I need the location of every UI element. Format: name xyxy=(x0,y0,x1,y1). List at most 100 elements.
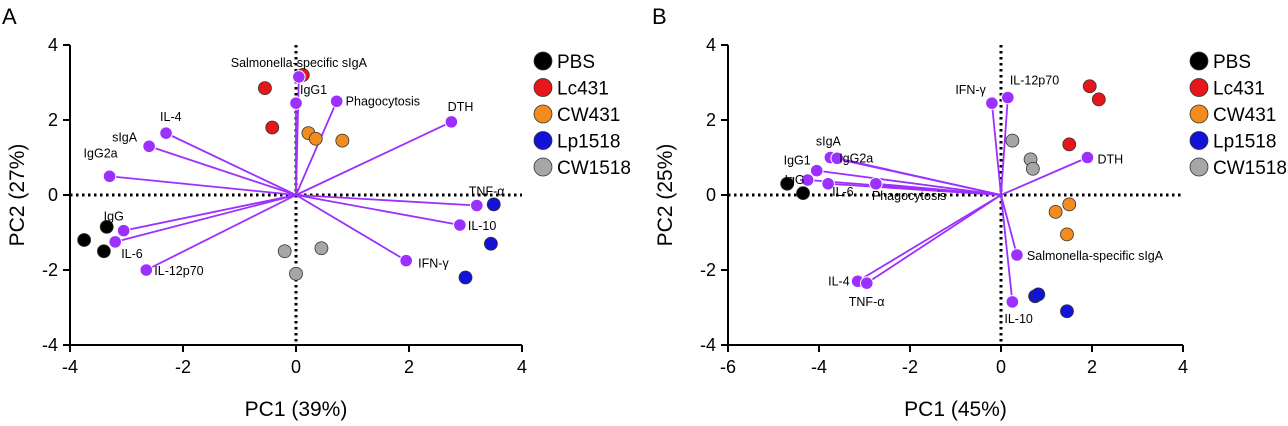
loading-line-dth xyxy=(1000,156,1088,196)
loading-point-il-10 xyxy=(453,218,467,232)
loading-line-salmonella-specific-siga xyxy=(1000,194,1018,256)
loading-label-igg: IgG xyxy=(104,210,124,224)
y-axis-title: PC2 (27%) xyxy=(6,144,29,247)
legend-label-lp1518: Lp1518 xyxy=(1213,132,1276,153)
loading-line-il-12p70 xyxy=(1000,97,1009,196)
y-tick-label: -4 xyxy=(700,335,716,355)
loading-label-ifn: IFN-γ xyxy=(955,83,986,97)
loading-line-igg1 xyxy=(816,169,1002,196)
loading-label-igg2a: IgG2a xyxy=(839,151,873,165)
y-tick-label: -2 xyxy=(42,260,58,280)
legend-label-lc431: Lc431 xyxy=(557,79,609,100)
loading-point-salmonella-specific-siga xyxy=(1010,248,1024,262)
panel-label-b: B xyxy=(652,4,667,29)
loading-line-igg2a xyxy=(109,175,297,196)
loading-label-il-12p70: IL-12p70 xyxy=(1010,74,1059,88)
x-tick-label: 4 xyxy=(1178,357,1188,377)
loading-point-tnf xyxy=(470,198,484,213)
loading-point-igg xyxy=(116,223,131,238)
loading-point-igg xyxy=(800,173,815,187)
x-tick-label: 2 xyxy=(1087,357,1097,377)
legend-marker-lc431 xyxy=(533,78,553,97)
loading-point-phagocytosis xyxy=(869,176,883,191)
point-cw1518 xyxy=(289,266,303,281)
legend-label-pbs: PBS xyxy=(557,52,595,73)
point-cw431 xyxy=(1062,197,1077,212)
point-lc431 xyxy=(1091,92,1106,107)
loading-line-phagocytosis xyxy=(295,100,338,196)
chart-panel-a: -4 -2 0 2 4 -4 -2 0 2 4 PC1 (39%) PC2 (27%) Salmonel… xyxy=(6,35,631,421)
point-pbs xyxy=(97,244,111,259)
loading-label-salmonella-specific-siga: Salmonella-specific sIgA xyxy=(231,56,368,70)
loading-line-il-4 xyxy=(857,194,1002,283)
loading-line-il-12p70 xyxy=(145,194,297,271)
point-pbs xyxy=(77,233,92,247)
x-tick-label: 4 xyxy=(517,357,527,377)
loading-label-tnf: TNF-α xyxy=(469,185,505,199)
point-cw431 xyxy=(1048,204,1063,219)
loading-line-tnf xyxy=(295,194,477,207)
loading-point-il-6 xyxy=(821,176,835,191)
legend-label-lc431: Lc431 xyxy=(1213,79,1265,100)
loading-label-igg2a: IgG2a xyxy=(84,146,118,160)
x-axis-title: PC1 (39%) xyxy=(245,398,348,421)
legend-label-pbs: PBS xyxy=(1213,52,1251,73)
loading-point-il-12p70 xyxy=(139,263,154,277)
loading-point-igg1 xyxy=(809,163,824,178)
point-cw1518 xyxy=(314,241,329,256)
loading-label-siga: sIgA xyxy=(112,130,138,144)
loading-label-il-6: IL-6 xyxy=(121,247,143,261)
x-axis-title: PC1 (45%) xyxy=(904,398,1007,421)
legend-label-cw1518: CW1518 xyxy=(1213,158,1287,179)
x-tick-label: -2 xyxy=(902,357,918,377)
point-lp1518 xyxy=(458,270,473,285)
legend-marker-lp1518 xyxy=(533,131,553,150)
point-lc431 xyxy=(1062,137,1077,152)
loading-point-dth xyxy=(444,115,459,129)
point-lc431 xyxy=(265,120,280,135)
x-tick-label: -6 xyxy=(720,357,736,377)
loading-label-il-6: IL-6 xyxy=(832,185,854,199)
y-tick-label: 0 xyxy=(48,185,58,205)
y-tick-label: 2 xyxy=(48,110,58,130)
point-cw431 xyxy=(308,131,323,146)
point-lc431 xyxy=(1082,79,1097,94)
x-tick-label: 0 xyxy=(996,357,1006,377)
loading-point-phagocytosis xyxy=(329,94,344,109)
loading-label-igg1: IgG1 xyxy=(300,83,327,97)
loading-line-phagocytosis xyxy=(875,182,1002,196)
legend-marker-pbs xyxy=(1189,51,1209,71)
point-cw1518 xyxy=(277,244,292,259)
x-tick-label: 0 xyxy=(291,357,301,377)
loading-point-salmonella-specific-siga xyxy=(292,70,306,84)
loading-point-igg2a xyxy=(830,151,845,166)
point-lc431 xyxy=(258,81,272,96)
loading-label-dth: DTH xyxy=(1097,153,1123,167)
loading-line-igg2a xyxy=(837,157,1002,196)
loading-label-salmonella-specific-siga: Salmonella-specific sIgA xyxy=(1027,249,1164,263)
loading-point-il-12p70 xyxy=(1001,90,1015,105)
loading-point-tnf xyxy=(859,276,874,290)
y-tick-label: -4 xyxy=(42,335,58,355)
y-tick-label: 2 xyxy=(706,110,716,130)
point-lp1518 xyxy=(484,236,498,251)
legend-label-lp1518: Lp1518 xyxy=(557,132,620,153)
loading-label-il-12p70: IL-12p70 xyxy=(154,264,203,278)
loading-point-dth xyxy=(1080,150,1095,165)
point-pbs xyxy=(796,186,810,201)
loading-label-dth: DTH xyxy=(448,100,474,114)
legend-marker-cw1518 xyxy=(1189,157,1209,177)
legend-label-cw431: CW431 xyxy=(1213,105,1276,126)
point-pbs xyxy=(780,176,795,191)
loading-point-ifn xyxy=(985,96,999,110)
x-tick-label: -2 xyxy=(175,357,191,377)
legend-marker-lp1518 xyxy=(1189,131,1209,150)
legend-marker-cw1518 xyxy=(533,157,553,177)
loading-line-ifn xyxy=(991,103,1002,196)
loading-point-ifn xyxy=(399,253,413,268)
loading-point-siga xyxy=(142,139,156,154)
legend-label-cw431: CW431 xyxy=(557,105,620,126)
loading-label-phagocytosis: Phagocytosis xyxy=(872,189,946,203)
